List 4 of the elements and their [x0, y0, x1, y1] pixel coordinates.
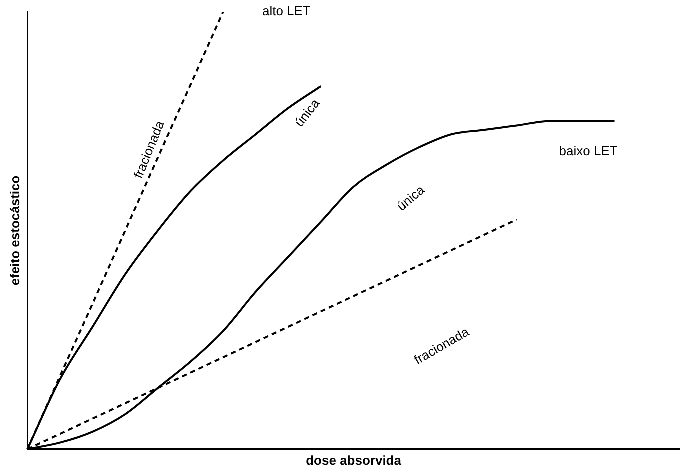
x-axis-title: dose absorvida [306, 452, 402, 468]
annotation: alto LET [262, 4, 311, 19]
annotation: baixo LET [559, 144, 618, 159]
y-axis-title: efeito estocástico [7, 176, 22, 286]
